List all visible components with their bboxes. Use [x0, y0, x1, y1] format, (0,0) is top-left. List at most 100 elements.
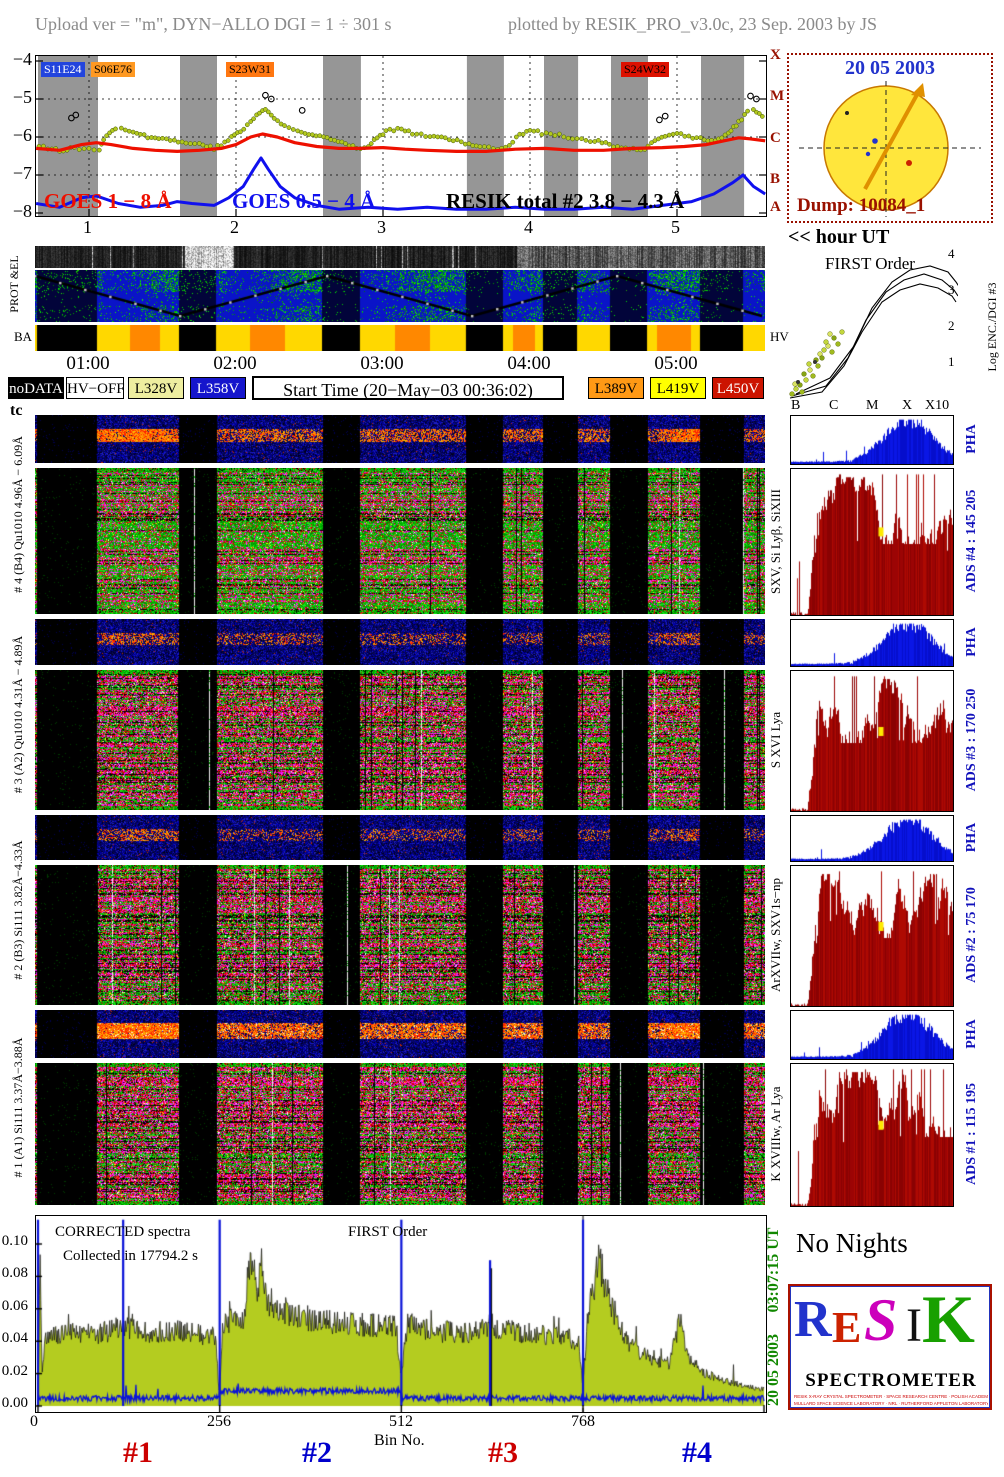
dump-label: Dump: 10084_1	[797, 195, 926, 216]
time-tick: 04:00	[507, 353, 551, 374]
spectra-ytick: 0.08	[1, 1265, 28, 1281]
flare-arrow	[863, 90, 921, 190]
channel3-ads-label: ADS #3 : 170 250	[964, 688, 979, 792]
pha-strip-ch2	[35, 815, 765, 860]
first-order-xlabel-x10: X10	[925, 398, 950, 413]
first-order-xlabel-x: X	[902, 398, 913, 413]
legend-nodata: noDATA	[8, 377, 64, 399]
goes-ytick--6: −6	[12, 125, 32, 145]
spectra-ytick: 0.04	[1, 1330, 28, 1346]
goes-panel: S11E24 S06E76 S23W31 S24W32 GOES 1 − 8 Å…	[35, 55, 767, 217]
logo-letter-e: E	[832, 1303, 862, 1352]
active-region-badge: S23W31	[226, 62, 274, 77]
hv-state-strip	[35, 325, 765, 351]
goes-xtick-5: 5	[671, 217, 680, 237]
active-region-badge: S24W32	[621, 62, 669, 77]
channel1-pha-label: PHA	[964, 1019, 979, 1049]
active-region-badge: S06E76	[91, 62, 136, 77]
spectrogram-ch1	[35, 1063, 765, 1205]
goes-long-label: GOES 1 − 8 Å	[44, 189, 172, 213]
first-order-xlabel-c: C	[829, 398, 839, 413]
first-order-xlabel-b: B	[791, 398, 801, 413]
solar-disk-panel: 20 05 2003 Dump: 10084_1	[787, 53, 993, 223]
tc-label: tc	[10, 402, 23, 419]
channel2-ads-label: ADS #2 : 75 170	[964, 887, 979, 983]
hour-ut-label: << hour UT	[788, 226, 890, 248]
first-order-title: FIRST Order	[825, 254, 915, 273]
prot-el-strip	[35, 246, 765, 268]
corrected-spectra-plot	[35, 1215, 767, 1413]
goes-class-m: M	[770, 88, 785, 104]
ads-hist-ch2	[790, 865, 954, 1007]
active-region-badge: S11E24	[41, 62, 85, 77]
goes-short-label: GOES 0.5 − 4 Å	[232, 189, 376, 213]
channel-tag-2: #2	[302, 1436, 332, 1469]
goes-xtick-2: 2	[230, 217, 239, 237]
legend-l358v: L358V	[190, 377, 246, 399]
channel4-pha-label: PHA	[964, 424, 979, 454]
channel1-left-label: # 1 (A1) Si111 3.37Å−3.88Å	[11, 1037, 25, 1178]
channel-tag-3: #3	[488, 1436, 518, 1469]
pha-strip-ch3	[35, 619, 765, 665]
channel-tag-4: #4	[682, 1436, 712, 1469]
spectrogram-ch2	[35, 865, 765, 1005]
first-order-ytick-3: 3	[948, 282, 955, 297]
channel2-left-label: # 2 (B3) Si111 3.82Å−4.33Å	[11, 840, 25, 980]
time-tick: 02:00	[213, 353, 257, 374]
first-order-ytick-4: 4	[948, 246, 955, 261]
channel3-left-label: # 3 (A2) Qu1010 4.31Å − 4.89Å	[11, 635, 25, 794]
logo-letter-k: K	[922, 1281, 975, 1357]
spectra-date-label: 20 05 2003	[765, 1334, 782, 1406]
goes-class-b: B	[770, 171, 781, 187]
spectra-xtick: 768	[571, 1413, 595, 1430]
prot-el-label: PROT &EL	[7, 255, 21, 313]
header-plotted-by: plotted by RESIK_PRO_v3.0c, 23 Sep. 2003…	[508, 14, 878, 34]
ads-hist-ch4	[790, 468, 954, 616]
goes-class-x: X	[770, 47, 781, 63]
logo-name: SPECTROMETER	[805, 1370, 977, 1391]
goes-xtick-1: 1	[83, 217, 92, 237]
logo-letter-r: R	[794, 1291, 832, 1348]
channel3-ion-label: S XVI Lya	[768, 711, 783, 769]
time-tick: 05:00	[654, 353, 698, 374]
goes-plot	[36, 56, 766, 216]
spectra-xtick: 512	[389, 1413, 413, 1430]
spectra-ytick: 0.10	[1, 1233, 28, 1249]
spectra-ytick: 0.02	[1, 1363, 28, 1379]
pha-hist-ch4	[790, 415, 954, 465]
logo-letter-s: S	[864, 1287, 898, 1353]
channel4-left-label: # 4 (B4) Qu1010 4.96Å − 6.09Å	[11, 436, 25, 593]
channel2-ion-label: ArXVIIw, SXV1s−np	[768, 877, 783, 993]
goes-xtick-4: 4	[524, 217, 533, 237]
solar-disk	[799, 81, 981, 217]
channel3-pha-label: PHA	[964, 627, 979, 657]
first-order-ytick-1: 1	[948, 354, 955, 369]
channel4-ads-label: ADS #4 : 145 205	[964, 489, 979, 593]
spectra-note: CORRECTED spectra	[55, 1224, 191, 1240]
resik-logo: R E S I K SPECTROMETER RESIK X-RAY CRYST…	[788, 1281, 992, 1410]
pha-hist-ch1	[790, 1010, 954, 1060]
spectra-ytick: 0.00	[1, 1395, 28, 1411]
time-tick: 03:00	[360, 353, 404, 374]
goes-class-c: C	[770, 130, 781, 146]
time-tick: 01:00	[66, 353, 110, 374]
orbit-zigzag-panel	[35, 270, 765, 322]
spectra-ytick: 0.06	[1, 1298, 28, 1314]
spectrogram-ch3	[35, 670, 765, 810]
legend-l450v: L450V	[712, 377, 764, 399]
logo-fineprint: RESIK X-RAY CRYSTAL SPECTROMETER · SPACE…	[794, 1394, 988, 1399]
goes-ytick--4: −4	[12, 49, 32, 69]
logo-fineprint: MULLARD SPACE SCIENCE LABORATORY · NRL ·…	[794, 1401, 988, 1406]
flare-marker	[906, 160, 912, 166]
goes-ytick--7: −7	[12, 163, 32, 183]
start-time-box: Start Time (20−May−03 00:36:02)	[252, 376, 564, 400]
goes-ytick--8: −8	[12, 201, 32, 221]
spectra-xlabel: Bin No.	[374, 1432, 425, 1449]
spectra-note: FIRST Order	[348, 1224, 428, 1240]
ba-label: BA	[14, 329, 33, 344]
first-order-ytick-2: 2	[948, 318, 955, 333]
header-upload-info: Upload ver = "m", DYN−ALLO DGI = 1 ÷ 301…	[35, 14, 392, 34]
pha-strip-ch4	[35, 415, 765, 463]
flare-marker	[845, 111, 849, 115]
